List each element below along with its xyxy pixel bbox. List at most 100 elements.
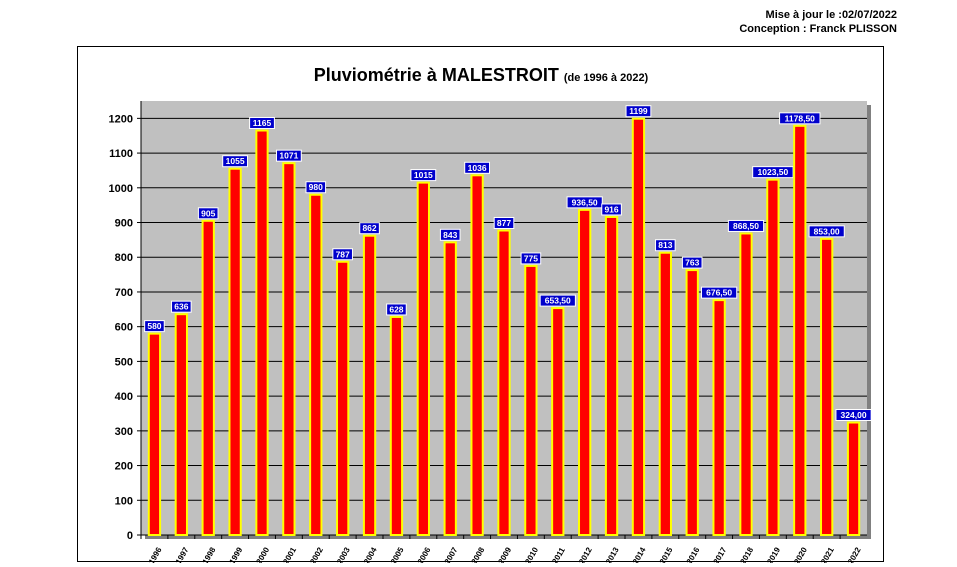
data-label-box [601,203,622,216]
y-tick-label: 900 [115,218,133,230]
x-tick-label: 1999 [228,545,245,563]
x-tick-label: 1997 [174,545,191,563]
x-tick-label: 2013 [604,545,621,563]
chart-subtitle: (de 1996 à 2022) [564,72,649,84]
bar [658,251,672,536]
x-tick-label: 2000 [254,545,271,563]
data-label: 653,50 [545,296,571,306]
data-label: 862 [362,223,376,233]
x-tick-label: 2018 [738,545,755,563]
bar [255,129,269,537]
data-label-box [410,169,437,182]
x-tick-label: 2008 [470,545,487,563]
bar [497,229,511,536]
data-label-box [197,207,219,220]
x-tick-label: 2019 [765,545,782,563]
bar [470,174,484,536]
data-label: 813 [658,240,672,250]
data-label-box [464,161,491,174]
x-tick-label: 2003 [335,545,352,563]
bar [147,332,162,536]
data-label-box [566,196,603,209]
y-tick-label: 100 [115,495,133,507]
data-label: 763 [685,258,699,268]
bar [309,193,323,537]
bar [282,162,296,536]
x-tick-label: 2017 [712,545,729,563]
bar [739,232,753,537]
data-label: 1036 [468,163,487,173]
x-tick-label: 2022 [846,545,863,563]
x-tick-label: 2001 [281,545,298,563]
data-label-box [332,248,353,261]
chart-frame: Pluviométrie à MALESTROIT (de 1996 à 202… [77,46,884,563]
data-label: 868,50 [733,221,759,231]
x-tick-label: 2009 [496,545,513,563]
data-label: 1199 [629,106,648,116]
data-label: 916 [604,204,618,214]
bar [524,264,538,536]
data-label-box [752,166,794,179]
x-tick-label: 2014 [631,545,648,563]
y-tick-label: 400 [115,391,133,403]
data-label: 905 [201,208,215,218]
data-label-box [701,286,738,299]
x-tick-label: 1996 [147,545,164,563]
bar [793,124,807,536]
data-label-box [359,222,380,235]
x-tick-label: 2007 [443,545,460,563]
data-label-box [386,303,407,316]
x-tick-label: 2021 [819,545,836,563]
y-tick-label: 1000 [109,183,133,195]
data-label-box [539,294,576,307]
bar [362,234,377,536]
bar [443,241,457,536]
data-label-box [249,117,275,130]
credit-line: Conception : Franck PLISSON [739,23,897,35]
data-label: 980 [309,182,323,192]
data-label: 843 [443,230,457,240]
bar [201,219,215,536]
y-tick-label: 800 [115,252,133,264]
y-tick-label: 600 [115,322,133,334]
data-label-box [808,225,845,238]
chart-title-main: Pluviométrie à MALESTROIT [314,65,564,85]
data-label-box [305,181,327,194]
bar [389,315,404,536]
x-tick-label: 2004 [362,545,379,563]
bar [685,269,699,536]
bar [336,260,350,536]
y-tick-label: 1200 [109,113,133,125]
data-label-box [275,149,302,162]
data-label: 1071 [279,151,298,161]
bar [766,178,780,536]
chart-title: Pluviométrie à MALESTROIT (de 1996 à 202… [314,65,649,85]
bar [846,421,861,536]
y-tick-label: 200 [115,461,133,473]
x-tick-label: 2006 [416,545,433,563]
data-label: 628 [389,304,403,314]
data-label: 936,50 [572,197,598,207]
data-label: 787 [336,249,350,259]
data-label-box [655,239,676,252]
y-tick-label: 500 [115,356,133,368]
bar [174,313,188,536]
x-tick-label: 2012 [577,545,594,563]
data-label: 1015 [414,170,433,180]
header-meta: Mise à jour le :02/07/2022 Conception : … [739,8,897,36]
data-label-box [681,256,703,269]
data-label: 676,50 [706,288,732,298]
bar [712,299,726,536]
x-tick-label: 2016 [685,545,702,563]
data-label-box [520,252,542,265]
data-label: 1178,50 [785,113,816,123]
y-tick-label: 1100 [109,148,133,160]
x-tick-label: 2020 [792,545,809,563]
data-label: 877 [497,218,511,228]
bar [604,215,619,536]
data-label: 853,00 [814,226,840,236]
data-label-box [625,105,652,118]
data-label-box [493,217,515,230]
data-label: 1023,50 [758,167,789,177]
data-label-box [144,320,165,333]
